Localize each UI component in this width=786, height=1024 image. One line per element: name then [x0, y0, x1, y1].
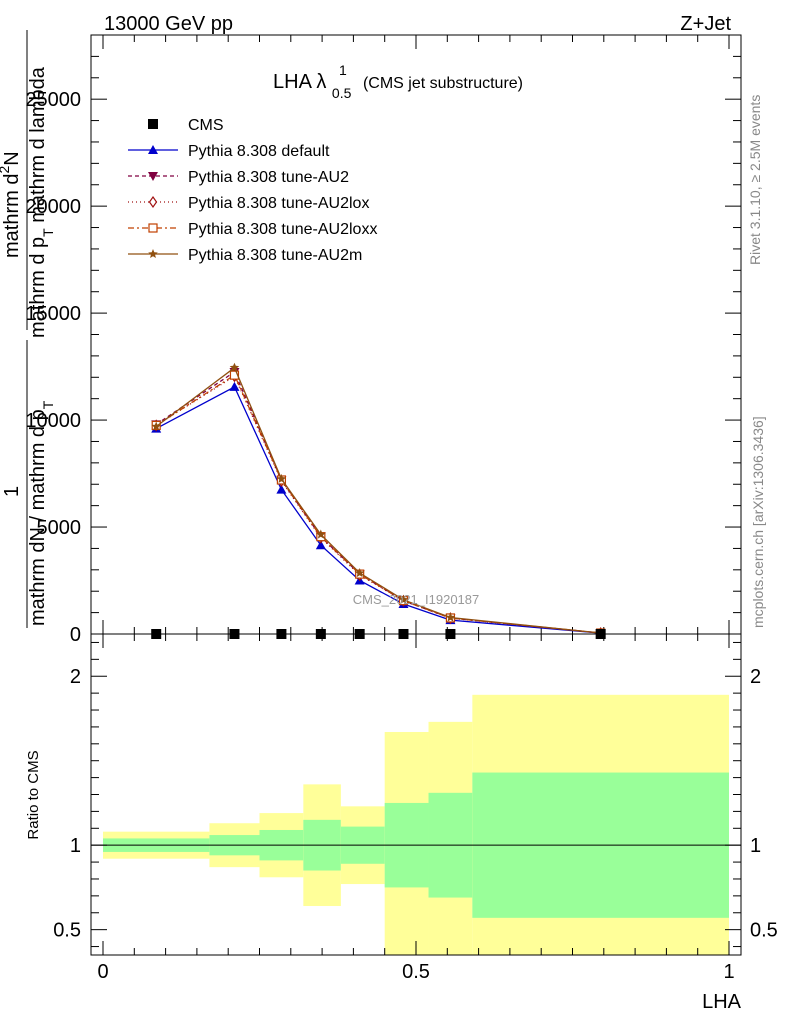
series-marker [276, 484, 287, 494]
series-marker [315, 540, 326, 550]
header-right: Z+Jet [680, 13, 731, 35]
series-marker [316, 529, 326, 539]
ylabel-one: 1 [1, 486, 23, 497]
x-tick-label: 0.5 [402, 961, 430, 983]
series-marker [229, 370, 240, 380]
legend-marker [148, 195, 158, 209]
main-y-tick-label: 20000 [25, 196, 81, 218]
main-y-axis-title: mathrm d2N mathrm d pT mathrm d lambda 1… [0, 30, 56, 628]
legend-marker [148, 223, 158, 233]
series-line [155, 386, 601, 634]
rivet-label: Rivet 3.1.10, ≥ 2.5M events [747, 95, 763, 265]
mcplots-label: mcplots.cern.ch [arXiv:1306.3436] [750, 416, 766, 628]
watermark: CMS_2021_I1920187 [353, 592, 480, 607]
ylabel-denom-sub: T [40, 228, 56, 237]
legend-label: Pythia 8.308 tune-AU2lox [188, 195, 369, 212]
plot-title-sup: 1 [339, 62, 347, 78]
legend-item: Pythia 8.308 tune-AU2lox [128, 195, 369, 212]
legend-marker [148, 249, 158, 258]
mc-series [151, 362, 606, 640]
plot-title-sub: 0.5 [332, 85, 352, 101]
main-y-tick-label: 10000 [25, 410, 81, 432]
ylabel-denom-rest: mathrm d lambda [27, 66, 49, 228]
legend-marker [148, 172, 158, 181]
legend: CMS Pythia 8.308 default Pythia 8.308 tune… [128, 117, 377, 264]
main-y-axis: 0 5000 10000 15000 20000 25000 [25, 35, 741, 646]
ylabel-numer-sup: 2 [0, 166, 12, 174]
legend-label: CMS [188, 117, 224, 134]
series-marker [229, 362, 240, 372]
ratio-y-tick-label: 1 [70, 835, 81, 857]
x-tick-label: 0 [97, 961, 108, 983]
ratio-y-tick-label: 2 [70, 666, 81, 688]
series-marker [151, 421, 161, 431]
main-y-tick-label: 0 [70, 624, 81, 646]
plot-title-main: LHA λ [273, 71, 326, 93]
series-marker [354, 568, 365, 578]
ratio-y-tick-label-right: 1 [750, 835, 761, 857]
series-line [155, 366, 601, 634]
series-marker [398, 594, 409, 604]
legend-label: Pythia 8.308 tune-AU2loxx [188, 221, 377, 238]
legend-item: Pythia 8.308 tune-AU2 [128, 169, 349, 186]
svg-text:LHA λ 0.5 (CMS: LHA λ 0.5 (CMS jet substructure) [273, 71, 523, 103]
legend-item: Pythia 8.308 tune-AU2m [128, 247, 362, 264]
x-axis: 0 0.5 1 [97, 634, 735, 983]
legend-marker [148, 145, 158, 154]
legend-marker [148, 119, 158, 129]
header-left: 13000 GeV pp [104, 13, 233, 35]
legend-item: CMS [148, 117, 224, 134]
ylabel-denom-top: mathrm d p [27, 237, 49, 338]
legend-item: Pythia 8.308 tune-AU2loxx [128, 221, 377, 238]
series-marker [229, 381, 240, 391]
x-tick-label: 1 [723, 961, 734, 983]
series-marker [276, 473, 287, 483]
main-y-tick-label: 25000 [25, 89, 81, 111]
uncertainty-bands [103, 694, 729, 955]
x-axis-title: LHA [702, 991, 742, 1013]
ratio-y-axis: 0.5 0.5 1 1 2 2 [53, 641, 778, 948]
series-marker [445, 612, 456, 622]
ratio-y-tick-label-right: 0.5 [750, 920, 778, 942]
main-y-tick-label: 5000 [37, 517, 82, 539]
legend-item: Pythia 8.308 default [128, 143, 330, 160]
main-plot: 0 5000 10000 15000 20000 25000 LHA λ 0.5 (CMS… [0, 30, 742, 646]
ratio-y-axis-title: Ratio to CMS [25, 750, 42, 839]
plot-title: LHA λ 0.5 (CMS jet substructure) 1 [273, 62, 523, 103]
legend-label: Pythia 8.308 default [188, 143, 330, 160]
ratio-y-tick-label: 0.5 [53, 920, 81, 942]
ratio-y-tick-label-right: 2 [750, 666, 761, 688]
plot-title-note: (CMS jet substructure) [363, 75, 523, 92]
ylabel-numer-rest: N [1, 151, 23, 165]
svg-text:mathrm dN / mathrm d pT: mathrm dN / mathrm d pT [27, 400, 56, 626]
svg-text:mathrm d2N: mathrm d2N [0, 151, 23, 258]
ylabel-numer-top: mathrm d [1, 174, 23, 258]
main-y-tick-label: 15000 [25, 303, 81, 325]
legend-label: Pythia 8.308 tune-AU2m [188, 247, 362, 264]
ylabel-lower-sub: T [40, 400, 56, 409]
svg-text:mathrm d pT mathrm d lambda: mathrm d pT mathrm d lambda [27, 66, 56, 338]
legend-label: Pythia 8.308 tune-AU2 [188, 169, 349, 186]
ylabel-lower: mathrm dN / mathrm d p [27, 409, 49, 626]
ratio-plot: 0.5 0.51 12 2 0 0.5 1 Ratio to CMS LHA [25, 633, 778, 1013]
